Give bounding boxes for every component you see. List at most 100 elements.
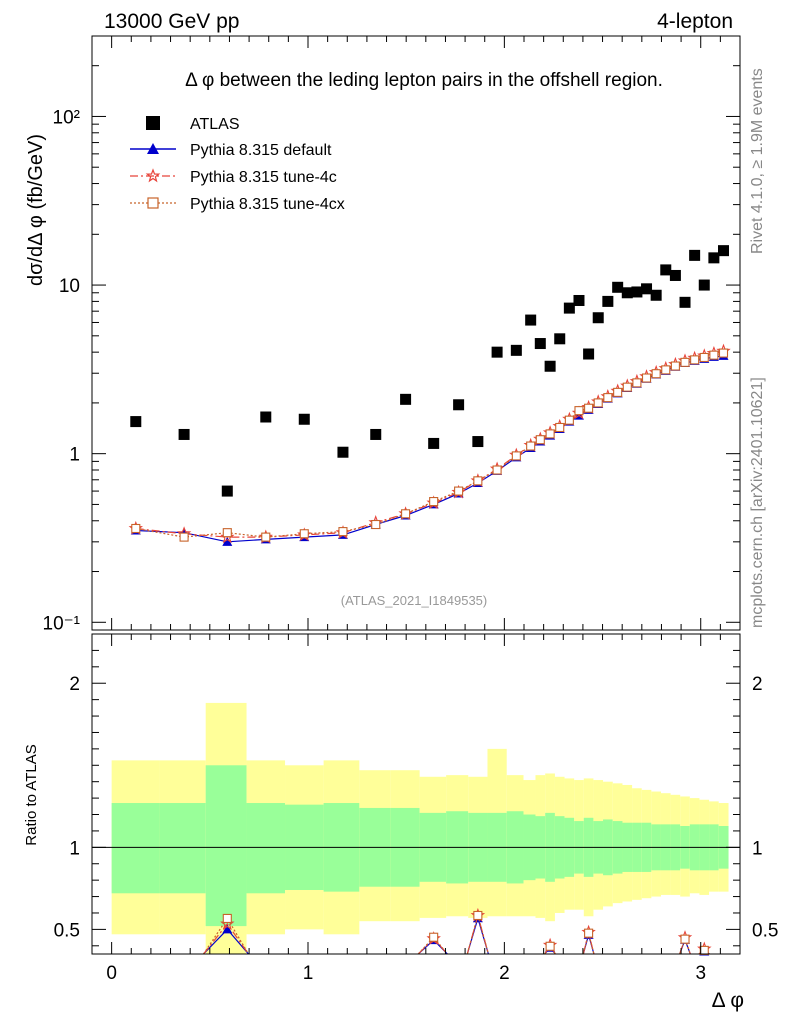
atlas-data-point xyxy=(650,289,662,301)
analysis-tag: (ATLAS_2021_I1849535) xyxy=(341,593,487,608)
atlas-data-point xyxy=(453,399,465,411)
series-2-point xyxy=(299,529,309,539)
atlas-data-point xyxy=(631,286,643,298)
series-2-point xyxy=(593,398,603,408)
y-tick-label: 1 xyxy=(69,445,80,466)
atlas-data-point xyxy=(221,485,233,497)
atlas-data-point xyxy=(621,287,633,299)
series-2-point xyxy=(526,441,536,451)
series-2-point xyxy=(613,387,623,397)
series-2-point xyxy=(574,406,584,416)
ratio-band-inner xyxy=(246,803,286,894)
atlas-data-point xyxy=(544,360,556,372)
main-data-points xyxy=(130,245,730,497)
series-line-2 xyxy=(135,352,724,538)
atlas-data-point xyxy=(583,348,595,360)
series-2-point xyxy=(651,369,661,379)
legend-tune4c-label: Pythia 8.315 tune-4c xyxy=(190,169,337,186)
legend-tune4cx-marker xyxy=(147,197,159,209)
plot-title: Δ φ between the leding lepton pairs in t… xyxy=(185,70,663,91)
process-label: 4-lepton xyxy=(657,10,733,33)
ratio-series-2-point xyxy=(429,932,439,942)
x-tick-label: 3 xyxy=(695,963,706,984)
y-tick-label: 10 xyxy=(59,276,80,297)
atlas-data-point xyxy=(612,281,624,293)
legend-atlas-marker xyxy=(146,116,160,130)
series-2-point xyxy=(718,348,729,358)
ratio-y-tick-label: 0.5 xyxy=(54,920,80,941)
series-2-point xyxy=(709,350,719,360)
atlas-data-point xyxy=(178,428,190,440)
legend-default-marker xyxy=(147,143,159,154)
axes-group: 0 1 2 3 10⁻¹ 1 10 10² 0.5 0.5 1 1 2 2 xyxy=(43,35,778,984)
series-2-point xyxy=(584,403,594,413)
series-2-point xyxy=(661,365,671,375)
y-tick-label: 10⁻¹ xyxy=(43,613,81,634)
series-2-point xyxy=(511,451,521,461)
atlas-data-point xyxy=(298,413,310,425)
ratio-series-2-point xyxy=(699,945,709,955)
atlas-data-point xyxy=(592,312,604,324)
atlas-data-point xyxy=(689,249,701,261)
atlas-data-point xyxy=(472,436,484,448)
atlas-data-point xyxy=(573,294,585,306)
ratio-y-tick-label-right: 0.5 xyxy=(752,920,778,941)
x-tick-label: 2 xyxy=(499,963,510,984)
ratio-series-2-spike xyxy=(466,913,489,955)
y-axis-label: dσ/dΔ φ (fb/GeV) xyxy=(25,134,47,286)
series-2-point xyxy=(131,523,141,534)
ratio-series-2-point xyxy=(222,913,232,923)
atlas-data-point xyxy=(563,302,575,314)
series-2-point xyxy=(473,476,483,486)
atlas-data-point xyxy=(554,333,566,345)
series-2-point xyxy=(371,519,381,530)
ratio-y-tick-label-right: 1 xyxy=(752,838,763,859)
series-2-point xyxy=(179,532,189,542)
series-2-point xyxy=(641,373,652,383)
series-2-point xyxy=(338,527,348,537)
legend-default-label: Pythia 8.315 default xyxy=(190,142,332,159)
ratio-series-2-point xyxy=(473,910,483,921)
main-series-group xyxy=(128,343,731,546)
atlas-data-point xyxy=(534,338,546,350)
series-2-point xyxy=(632,378,642,388)
ratio-y-axis-label: Ratio to ATLAS xyxy=(23,744,40,845)
ratio-band-inner xyxy=(159,803,206,894)
series-2-point xyxy=(429,497,439,507)
atlas-data-point xyxy=(400,393,412,405)
atlas-data-point xyxy=(525,314,537,326)
ratio-series-group xyxy=(203,907,712,956)
series-2-point xyxy=(555,422,565,433)
series-2-point xyxy=(492,465,502,475)
atlas-data-point xyxy=(669,269,681,281)
series-2-point xyxy=(670,361,680,371)
ratio-series-2-point xyxy=(680,934,690,944)
atlas-data-point xyxy=(260,411,272,423)
series-2-point xyxy=(680,357,690,367)
ratio-plot-frame xyxy=(91,633,741,955)
legend-tune4c-marker xyxy=(145,168,161,183)
atlas-data-point xyxy=(510,344,522,356)
series-2-point xyxy=(535,435,545,445)
rivet-version-label: Rivet 4.1.0, ≥ 1.9M events xyxy=(749,68,766,254)
atlas-data-point xyxy=(708,252,720,264)
x-tick-label: 0 xyxy=(106,963,117,984)
ratio-y-tick-label-right: 2 xyxy=(752,674,763,695)
atlas-data-point xyxy=(718,245,730,257)
atlas-data-point xyxy=(370,428,382,440)
series-2-point xyxy=(222,528,232,538)
series-2-point xyxy=(261,532,271,542)
atlas-data-point xyxy=(428,437,440,449)
series-2-point xyxy=(454,486,464,496)
atlas-data-point xyxy=(660,264,672,276)
y-tick-label: 10² xyxy=(53,107,80,128)
main-plot-frame xyxy=(91,35,741,631)
series-2-point xyxy=(401,509,411,519)
ratio-band-inner xyxy=(205,765,247,927)
series-2-point xyxy=(603,393,613,403)
legend-atlas-label: ATLAS xyxy=(190,116,240,133)
atlas-data-point xyxy=(698,279,710,291)
series-2-point xyxy=(690,355,700,365)
atlas-data-point xyxy=(602,295,614,307)
